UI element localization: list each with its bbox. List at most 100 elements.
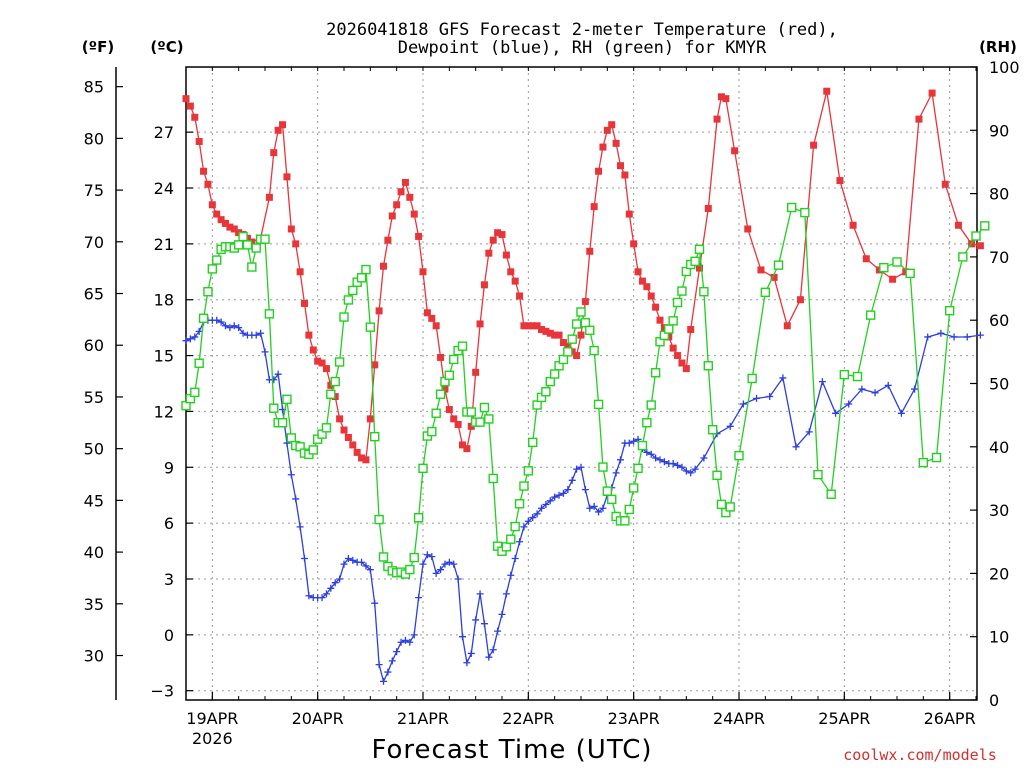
- temperature-point: [810, 141, 818, 149]
- dewpoint-point: [524, 517, 532, 525]
- dewpoint-point: [682, 467, 690, 475]
- rh-tick-label: 10: [989, 628, 1009, 647]
- temperature-point: [366, 415, 374, 423]
- rh-point: [190, 387, 200, 398]
- celsius-tick-label: 21: [154, 235, 174, 254]
- temperature-point: [296, 268, 304, 276]
- rh-point: [633, 463, 643, 474]
- dewpoint-point: [459, 633, 466, 641]
- temperature-point: [915, 115, 923, 123]
- temperature-point: [415, 232, 423, 240]
- temperature-point: [349, 441, 357, 449]
- rh-point: [405, 564, 415, 575]
- dewpoint-point: [950, 333, 958, 341]
- temperature-point: [656, 316, 664, 324]
- temperature-point: [322, 365, 330, 373]
- rh-tick-label: 80: [989, 185, 1009, 204]
- dewpoint-point: [911, 385, 919, 393]
- date-tick-label: 23APR: [608, 709, 660, 728]
- temperature-point: [371, 361, 379, 369]
- dewpoint-point: [897, 409, 905, 417]
- rh-tick-label: 0: [989, 691, 999, 710]
- temperature-point: [393, 201, 401, 209]
- rh-point: [308, 445, 318, 455]
- fahrenheit-tick-label: 70: [84, 233, 104, 252]
- dewpoint-point: [415, 594, 423, 602]
- dewpoint-point: [476, 590, 484, 598]
- rh-point: [528, 437, 538, 448]
- rh-point: [326, 389, 336, 399]
- dewpoint-point: [301, 555, 308, 563]
- dewpoint-point: [252, 331, 260, 339]
- temperature-point: [678, 359, 686, 367]
- rh-point: [269, 403, 279, 413]
- temperature-point: [638, 277, 646, 285]
- dewpoint-point: [186, 335, 194, 343]
- temperature-point: [796, 296, 804, 304]
- dewpoint-point: [700, 454, 708, 462]
- temperature-point: [305, 331, 313, 339]
- temperature-point: [397, 188, 405, 196]
- temperature-point: [279, 121, 287, 129]
- rh-point: [918, 457, 929, 468]
- temperature-point: [362, 456, 370, 464]
- dewpoint-point: [331, 579, 339, 587]
- dewpoint-point: [555, 491, 563, 499]
- rh-point: [247, 262, 257, 272]
- rh-point: [348, 285, 358, 296]
- dewpoint-point: [384, 668, 392, 676]
- rh-point: [286, 433, 297, 443]
- temperature-point: [682, 365, 690, 373]
- date-tick-label: 26APR: [924, 709, 976, 728]
- dewpoint-point: [652, 454, 660, 462]
- temperature-point: [608, 121, 616, 129]
- temperature-point: [441, 385, 449, 393]
- temperature-point: [200, 167, 208, 175]
- rh-line: [185, 206, 986, 575]
- temperature-point: [406, 193, 414, 201]
- fahrenheit-tick-label: 45: [84, 491, 104, 510]
- dewpoint-point: [630, 437, 638, 445]
- rh-point: [567, 334, 577, 344]
- dewpoint-point: [318, 594, 326, 602]
- rh-tick-label: 40: [989, 438, 1009, 457]
- dewpoint-point: [423, 551, 431, 559]
- dewpoint-point: [195, 327, 203, 335]
- rh-point: [905, 268, 915, 279]
- temperature-point: [529, 322, 537, 330]
- rh-point: [260, 234, 270, 244]
- dewpoint-point: [612, 469, 620, 477]
- dewpoint-point: [388, 657, 396, 665]
- rh-point: [501, 542, 512, 552]
- dewpoint-point: [502, 590, 510, 598]
- temperature-point: [265, 193, 273, 201]
- temperature-point: [524, 322, 532, 330]
- dewpoint-point: [599, 504, 607, 512]
- temperature-point: [573, 352, 581, 360]
- temperature-point: [551, 331, 559, 339]
- rh-point: [484, 414, 494, 424]
- rh-point: [602, 486, 613, 496]
- rh-point: [361, 264, 371, 275]
- credit-link[interactable]: coolwx.com/models: [843, 746, 997, 764]
- celsius-tick-label: 0: [164, 626, 174, 645]
- rh-point: [703, 361, 713, 371]
- dewpoint-point: [222, 322, 229, 330]
- dewpoint-point: [393, 648, 401, 656]
- dewpoint-point: [858, 385, 866, 393]
- dewpoint-point: [437, 566, 445, 574]
- dewpoint-point: [257, 329, 265, 337]
- rh-point: [409, 552, 419, 563]
- temperature-point: [621, 171, 629, 179]
- dewpoint-point: [274, 370, 282, 378]
- rh-point: [514, 499, 525, 509]
- rh-point: [707, 425, 718, 435]
- temperature-point: [941, 180, 949, 188]
- temperature-point: [476, 320, 484, 328]
- rh-point: [466, 407, 476, 417]
- dewpoint-point: [362, 562, 370, 570]
- rh-point: [212, 255, 222, 265]
- rh-tick-label: 70: [989, 248, 1009, 267]
- rh-point: [251, 243, 261, 253]
- dewpoint-point: [445, 558, 453, 566]
